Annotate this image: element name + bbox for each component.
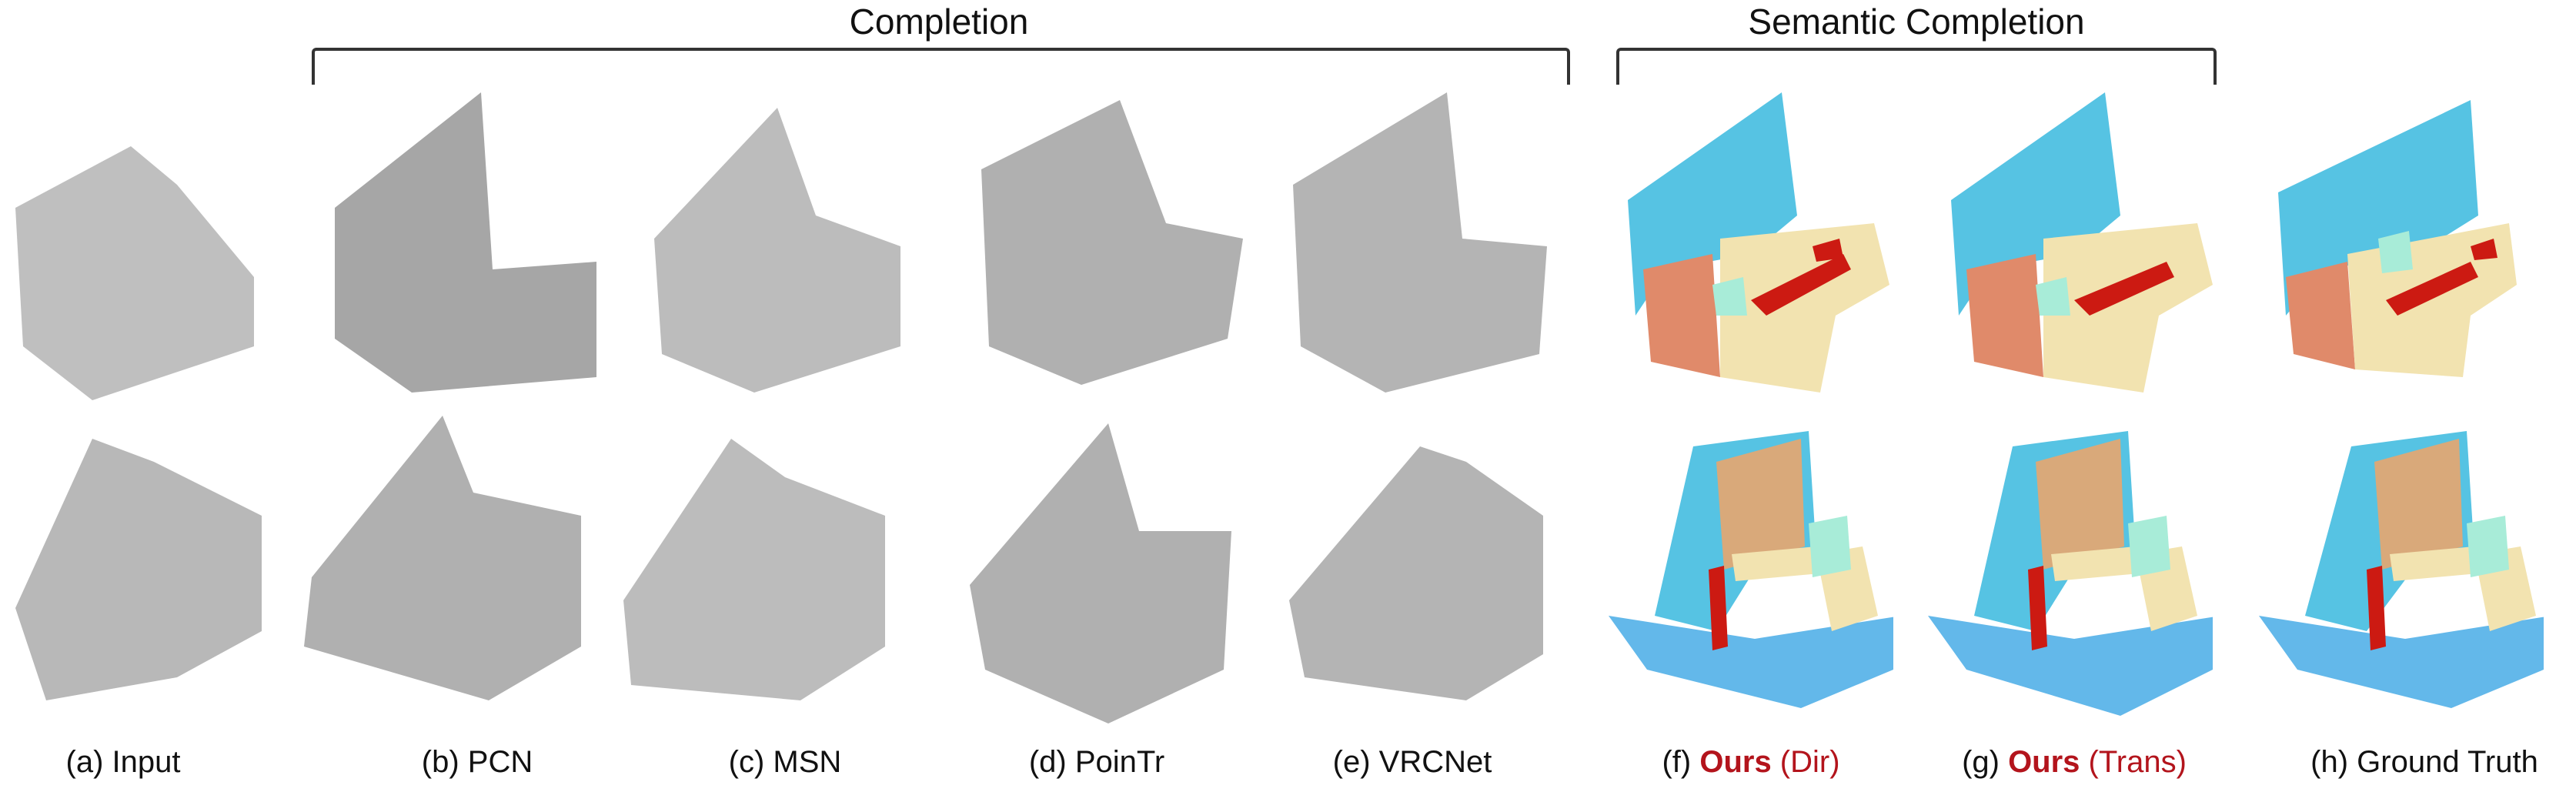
panel-h-ground-truth-row1: [2263, 85, 2555, 400]
variant-label: (Dir): [1771, 745, 1840, 779]
completion-bracket: [312, 48, 1570, 85]
panel-a-input-row2: [0, 416, 292, 731]
panel-e-vrcnet-row1: [1278, 85, 1570, 400]
caption-g: (g) Ours (Trans): [1962, 745, 2187, 779]
point-cloud-image: [1293, 92, 1547, 393]
point-cloud-image: [1289, 446, 1543, 700]
point-cloud-image: [654, 108, 900, 393]
semantic-point-cloud-image: [1609, 431, 1893, 708]
panel-a-input-row1: [0, 92, 292, 408]
point-cloud-image: [981, 100, 1243, 385]
panel-f-ours-dir-row2: [1601, 416, 1893, 731]
panel-b-pcn-row2: [289, 416, 581, 731]
semantic-completion-bracket: [1616, 48, 2217, 85]
variant-label: (Trans): [2080, 745, 2187, 779]
panel-e-vrcnet-row2: [1274, 416, 1566, 731]
point-cloud-image: [623, 439, 885, 700]
ours-label: Ours: [1699, 745, 1772, 779]
panel-g-ours-trans-row1: [1943, 85, 2236, 400]
point-cloud-image: [15, 146, 254, 400]
semantic-point-cloud-image: [1628, 92, 1889, 393]
semantic-completion-heading: Semantic Completion: [1748, 2, 2085, 42]
panel-d-pointr-row2: [954, 416, 1247, 731]
caption-a: (a) Input: [65, 745, 181, 779]
panel-c-msn-row2: [608, 416, 900, 731]
ours-label: Ours: [2008, 745, 2080, 779]
caption-c: (c) MSN: [728, 745, 842, 779]
caption-f: (f) Ours (Dir): [1662, 745, 1840, 779]
caption-e: (e) VRCNet: [1332, 745, 1492, 779]
point-cloud-image: [15, 439, 262, 700]
caption-h: (h) Ground Truth: [2310, 745, 2538, 779]
point-cloud-image: [304, 416, 581, 700]
panel-d-pointr-row1: [966, 85, 1258, 400]
panel-g-ours-trans-row2: [1920, 416, 2213, 731]
panel-f-ours-dir-row1: [1620, 85, 1913, 400]
semantic-point-cloud-image: [1951, 92, 2213, 393]
point-cloud-image: [335, 92, 596, 393]
panel-b-pcn-row1: [319, 85, 612, 400]
semantic-point-cloud-image: [2259, 431, 2544, 708]
completion-heading: Completion: [849, 2, 1029, 42]
panel-c-msn-row1: [639, 85, 931, 400]
point-cloud-image: [970, 423, 1231, 723]
caption-b: (b) PCN: [421, 745, 533, 779]
semantic-point-cloud-image: [1928, 431, 2213, 716]
caption-d: (d) PoinTr: [1028, 745, 1165, 779]
semantic-point-cloud-image: [2278, 100, 2517, 377]
panel-h-ground-truth-row2: [2251, 416, 2544, 731]
